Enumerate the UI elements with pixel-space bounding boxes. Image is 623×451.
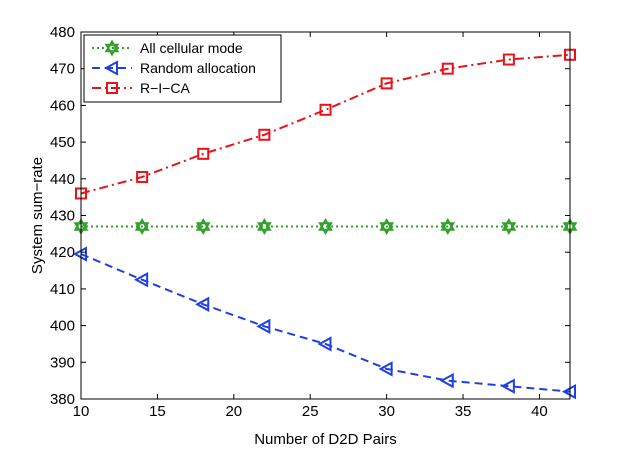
series-1-point-4 (317, 336, 332, 352)
y-tick-label-5: 430 (50, 208, 75, 225)
series-1-point-5 (378, 361, 393, 377)
y-tick-label-7: 450 (50, 134, 75, 151)
x-axis-label: Number of D2D Pairs (254, 431, 397, 448)
legend-marker-1 (103, 60, 118, 76)
y-tick-label-6: 440 (50, 171, 75, 188)
y-tick-label-4: 420 (50, 244, 75, 261)
series-1-line (80, 253, 571, 393)
legend-label-0: All cellular mode (140, 40, 243, 56)
series-0-point-5 (379, 218, 394, 236)
series-2-point-1 (136, 170, 149, 183)
legend-marker-0 (104, 39, 120, 57)
series-2-point-6 (441, 62, 454, 75)
y-tick-label-3: 410 (50, 281, 75, 298)
legend-entry-1: Random allocation (92, 60, 256, 76)
y-tick-label-2: 400 (50, 318, 75, 335)
legend: All cellular mode Random allocation R−I−CA (83, 34, 282, 103)
series-1-point-6 (439, 372, 454, 389)
x-tick-label-2: 20 (225, 403, 242, 420)
legend-label-2: R−I−CA (140, 80, 190, 96)
legend-marker-2 (106, 82, 118, 94)
legend-entry-2: R−I−CA (92, 80, 190, 96)
x-tick-label-0: 10 (73, 403, 90, 420)
series-0-point-7 (501, 218, 517, 236)
series-0-point-1 (134, 218, 150, 236)
series-1-point-2 (195, 296, 210, 312)
legend-label-1: Random allocation (140, 60, 256, 76)
series-2-point-7 (502, 53, 515, 66)
series-1-point-1 (134, 272, 149, 288)
series-2-point-3 (258, 128, 271, 141)
series-1-point-3 (256, 318, 271, 335)
y-tick-label-10: 480 (50, 24, 75, 41)
series-0-point-2 (195, 218, 211, 236)
series-2-point-2 (197, 147, 210, 160)
series-2-point-4 (319, 103, 332, 116)
series-0-point-6 (440, 218, 456, 236)
axes-layer: 10 15 20 25 30 35 40 380 390 400 410 420 430 440 450 46… (50, 24, 571, 420)
x-tick-label-5: 35 (455, 403, 472, 420)
x-tick-label-1: 15 (149, 403, 166, 420)
y-tick-label-0: 380 (50, 391, 75, 408)
y-axis-label: System sum−rate (29, 157, 46, 274)
x-tick-label-3: 25 (302, 403, 319, 420)
x-tick-label-6: 40 (531, 403, 548, 420)
legend-entry-0: All cellular mode (92, 39, 243, 57)
x-tick-label-4: 30 (378, 403, 395, 420)
series-0-point-3 (257, 218, 272, 236)
y-tick-label-8: 460 (50, 97, 75, 114)
series-2-point-5 (380, 77, 393, 90)
y-tick-label-1: 390 (50, 354, 75, 371)
y-tick-label-9: 470 (50, 61, 75, 78)
series-1-point-7 (500, 378, 515, 394)
series-0-point-4 (318, 218, 333, 236)
